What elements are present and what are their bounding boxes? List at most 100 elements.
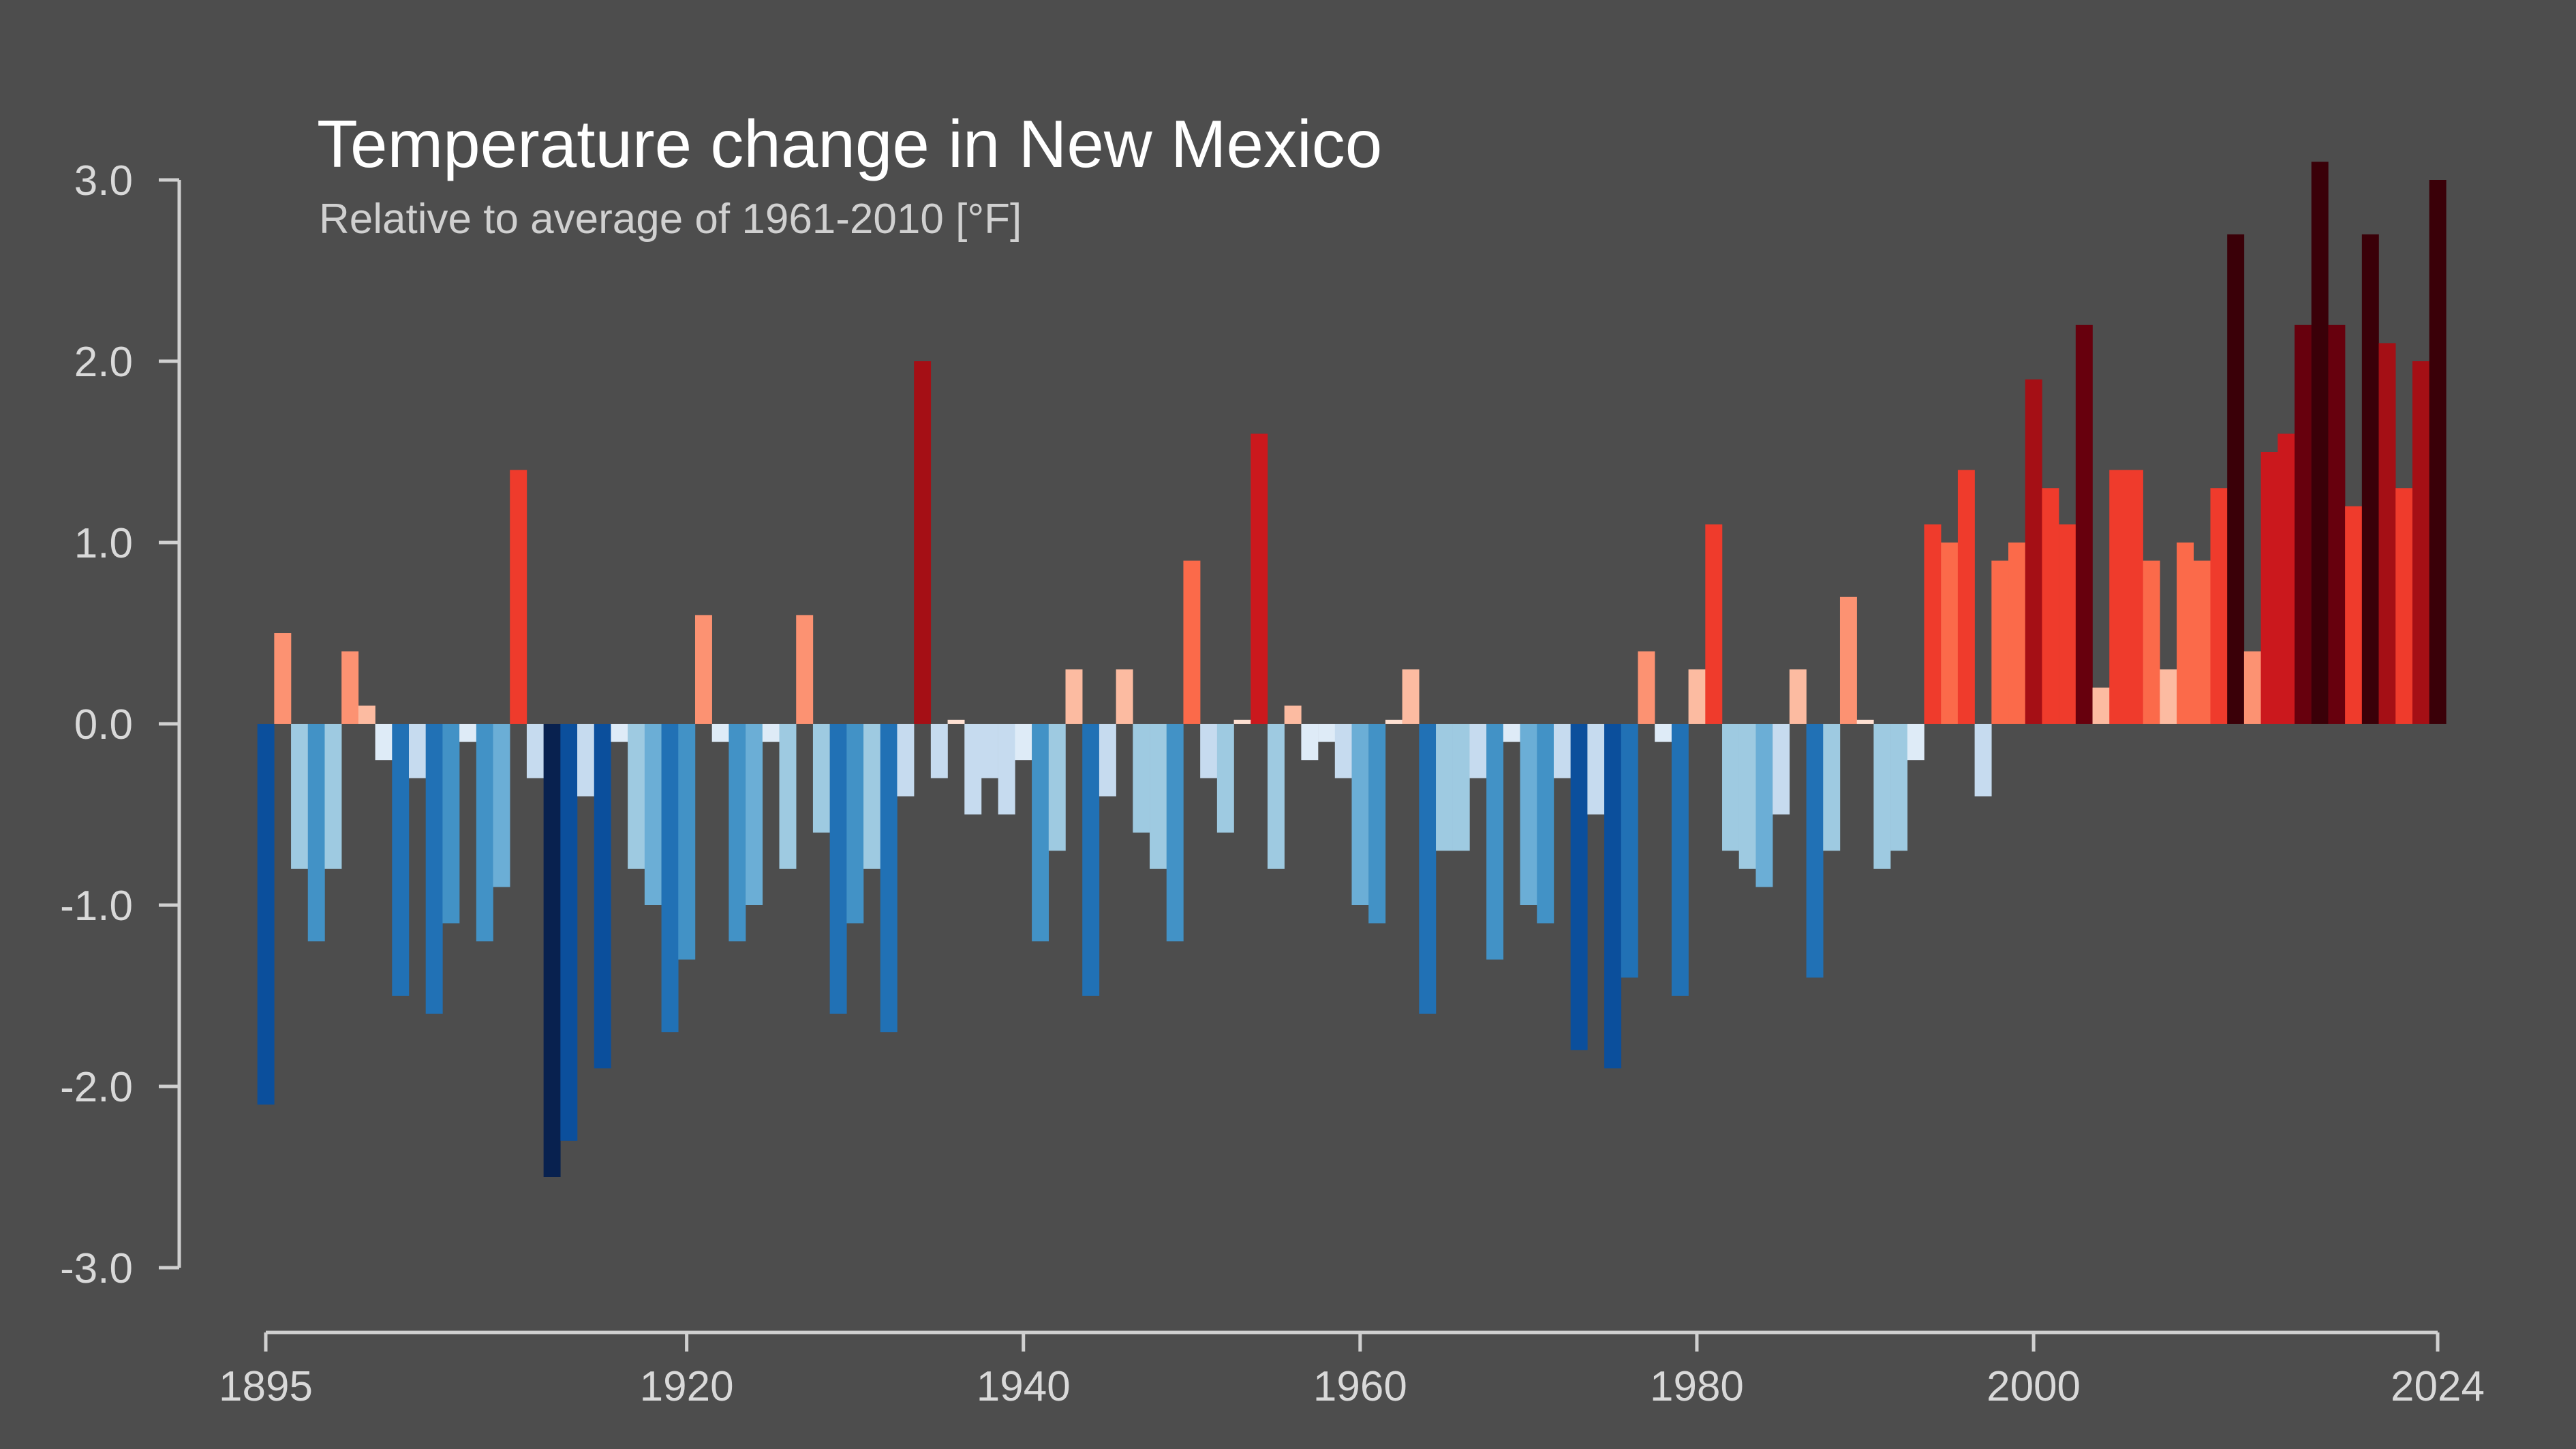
bar-1907	[459, 724, 477, 742]
bar-1896	[274, 633, 292, 724]
bar-2012	[2227, 234, 2245, 724]
bar-1996	[1957, 470, 1975, 724]
bar-2000	[2025, 379, 2042, 724]
bar-1990	[1856, 720, 1874, 724]
bar-2001	[2042, 488, 2059, 724]
bar-1946	[1116, 669, 1133, 724]
bar-1905	[425, 724, 443, 1014]
bar-1934	[914, 361, 932, 724]
bar-1977	[1638, 651, 1655, 724]
bar-1997	[1974, 724, 1992, 797]
bar-1956	[1284, 705, 1302, 724]
bar-1986	[1789, 669, 1807, 724]
y-axis: 3.0 2.0 1.0 0.0 -1.0 -2.0 -3.0	[60, 157, 181, 1292]
bar-1983	[1738, 724, 1756, 869]
bar-1915	[594, 724, 611, 1069]
bar-1991	[1873, 724, 1891, 869]
y-tick-label: -1.0	[60, 883, 133, 930]
bar-1976	[1621, 724, 1638, 978]
bar-1948	[1150, 724, 1167, 869]
bar-1973	[1570, 724, 1588, 1050]
bar-1906	[442, 724, 460, 924]
x-tick-label: 2024	[2391, 1363, 2485, 1410]
bar-1908	[476, 724, 493, 942]
bar-1994	[1924, 524, 1942, 724]
bar-1903	[392, 724, 410, 996]
x-tick-label: 1960	[1313, 1363, 1407, 1410]
bar-1936	[947, 720, 965, 724]
bar-1898	[307, 724, 325, 942]
bar-2023	[2412, 361, 2429, 724]
bar-1912	[543, 724, 561, 1177]
bar-1897	[291, 724, 309, 869]
bar-2009	[2177, 543, 2194, 724]
bar-2014	[2260, 452, 2278, 724]
bar-2003	[2075, 324, 2093, 724]
bar-1920	[678, 724, 696, 960]
bar-1949	[1166, 724, 1184, 942]
bar-1945	[1099, 724, 1116, 797]
bar-1917	[628, 724, 645, 869]
bar-1922	[711, 724, 729, 742]
bar-1958	[1318, 724, 1336, 742]
bar-1953	[1233, 720, 1251, 724]
bar-1961	[1368, 724, 1386, 924]
bar-1911	[526, 724, 544, 778]
bar-1941	[1032, 724, 1049, 942]
x-tick-label: 1940	[977, 1363, 1071, 1410]
bar-1909	[493, 724, 510, 887]
y-tick-label: 3.0	[74, 157, 133, 204]
bar-1932	[880, 724, 898, 1033]
bar-2015	[2278, 433, 2295, 724]
bar-1924	[746, 724, 763, 905]
bar-2006	[2126, 470, 2143, 724]
bar-1957	[1301, 724, 1319, 761]
bar-1992	[1890, 724, 1908, 851]
bar-2011	[2210, 488, 2228, 724]
bar-1987	[1806, 724, 1824, 978]
bar-1944	[1082, 724, 1100, 996]
chart-title: Temperature change in New Mexico	[317, 106, 1382, 181]
bar-1918	[644, 724, 662, 905]
bar-1904	[409, 724, 426, 778]
bar-1938	[981, 724, 998, 778]
y-tick-label: 2.0	[74, 339, 133, 386]
bar-1947	[1133, 724, 1150, 833]
bar-2005	[2109, 470, 2127, 724]
bar-2004	[2092, 687, 2110, 724]
bar-1978	[1655, 724, 1672, 742]
bar-1970	[1520, 724, 1537, 905]
bar-1923	[729, 724, 746, 942]
bar-1974	[1587, 724, 1605, 814]
bar-1919	[661, 724, 679, 1033]
bar-1929	[829, 724, 847, 1014]
bar-1931	[863, 724, 880, 869]
bar-1972	[1553, 724, 1571, 778]
bar-1975	[1604, 724, 1622, 1069]
bar-1925	[762, 724, 780, 742]
bar-1998	[1991, 560, 2009, 724]
x-tick-label: 1980	[1650, 1363, 1744, 1410]
bar-1967	[1469, 724, 1487, 778]
bar-1999	[2008, 543, 2025, 724]
bar-1971	[1537, 724, 1554, 924]
bar-1900	[341, 651, 359, 724]
x-tick-label: 1920	[640, 1363, 734, 1410]
bar-1916	[611, 724, 628, 742]
bar-1980	[1688, 669, 1706, 724]
bar-1982	[1722, 724, 1739, 851]
bar-1933	[897, 724, 915, 797]
bar-1984	[1755, 724, 1773, 887]
chart-subtitle: Relative to average of 1961-2010 [°F]	[319, 196, 1022, 243]
bar-1955	[1267, 724, 1285, 869]
bar-1960	[1351, 724, 1369, 905]
bar-2020	[2361, 234, 2379, 724]
bar-1985	[1773, 724, 1790, 814]
bar-1981	[1705, 524, 1723, 724]
bar-1964	[1419, 724, 1437, 1014]
bar-1952	[1216, 724, 1234, 833]
y-tick-label: 1.0	[74, 520, 133, 567]
bar-1910	[510, 470, 527, 724]
bar-1928	[812, 724, 830, 833]
